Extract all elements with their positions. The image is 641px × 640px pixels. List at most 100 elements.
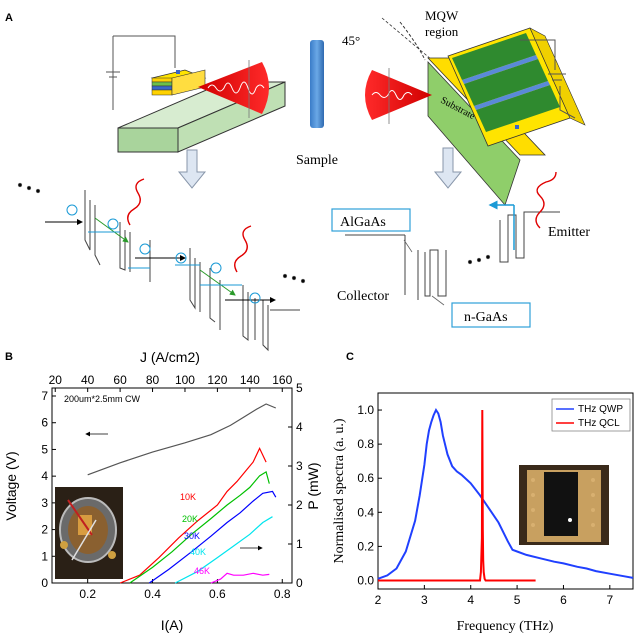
panel-b-device-label: 200um*2.5mm CW [64, 394, 141, 404]
qcl-layer-2 [151, 81, 173, 87]
qcl-layer-4 [151, 89, 173, 96]
emitted-photon-wave [234, 225, 252, 273]
x-tick-label: 2 [375, 593, 382, 607]
y-tick-label: 0.0 [357, 573, 374, 587]
qcl-layer-1 [151, 77, 173, 83]
y-right-tick-label: 2 [296, 498, 303, 512]
sample-label: Sample [296, 153, 338, 168]
y-left-tick-label: 7 [41, 389, 48, 403]
temp-label-10k: 10K [180, 492, 196, 502]
top-x-tick-label: 140 [240, 373, 260, 387]
angle-reference-line [381, 17, 433, 61]
mqw-stripe-1 [452, 33, 536, 80]
qwp-detector-illustration: 45° MQW region Substrate [342, 8, 586, 206]
y-right-tick-label: 5 [296, 381, 303, 395]
algaas-label-box [331, 208, 411, 232]
ellipsis-dot [26, 185, 32, 191]
legend-label-qwp: THz QWP [578, 404, 623, 415]
panel-b-series [87, 403, 277, 584]
mqw-barrier-2 [474, 81, 550, 110]
barrier-6 [242, 285, 256, 342]
barrier-4 [189, 248, 201, 312]
panel-c-axes: 2 3 4 5 6 7 0.0 0.2 0.4 0.6 0.8 1.0 [357, 403, 613, 607]
emitter-wells [499, 211, 560, 263]
legend-label-qcl: THz QCL [578, 418, 620, 429]
panel-b-top-axis-label: J (A/cm2) [140, 349, 200, 365]
qcl-contact [176, 70, 180, 74]
panel-c-legend: THz QWP THz QCL [551, 398, 631, 432]
panel-b-left-axis-label: Voltage (V) [3, 451, 19, 520]
panel-b-plot-frame [51, 387, 293, 584]
y-tick-label: 1.0 [357, 403, 374, 417]
series-line-thz-qwp [377, 407, 634, 580]
panel-c-letter: C [346, 351, 354, 363]
temp-label-30k: 30K [184, 531, 200, 541]
series-line-thz-qcl [378, 409, 536, 582]
y-tick-label: 0.4 [357, 505, 374, 519]
panel-c: C Normalised spectra (a. u.) Frequency (… [332, 351, 634, 634]
x-tick-label: 5 [514, 593, 521, 607]
panel-a: A Sample 45° MQW [5, 8, 590, 352]
y-left-tick-label: 5 [41, 442, 48, 456]
ellipsis-dot [467, 259, 473, 265]
panel-b-axes: 0.2 0.4 0.6 0.820 40 60 80 100 120 140 16001234567… [41, 373, 303, 601]
x-tick-label: 3 [421, 593, 428, 607]
top-x-tick-label: 80 [146, 373, 160, 387]
series-line-10k [119, 447, 267, 584]
angle-label: 45° [342, 33, 360, 48]
panel-a-letter: A [5, 12, 13, 24]
qcl-layer-3 [151, 85, 173, 91]
ellipsis-dot [17, 182, 23, 188]
top-x-tick-label: 120 [207, 373, 227, 387]
panel-c-y-label: Normalised spectra (a. u.) [332, 418, 347, 563]
panel-b-right-axis-label: P (mW) [305, 462, 321, 509]
emitter-label: Emitter [548, 225, 590, 240]
angle-arc [399, 21, 426, 61]
incident-wave [371, 90, 413, 100]
electron-relaxation-arrow [94, 217, 129, 243]
emitted-thz-beam-cone [198, 62, 269, 114]
panel-b: B J (A/cm2) Voltage (V) P (mW) I(A) 200u… [3, 349, 321, 633]
y-right-tick-label: 0 [296, 576, 303, 590]
ngaas-pointer [431, 295, 445, 306]
panel-c-plot-frame [377, 392, 634, 590]
x-tick-label: 0.6 [209, 587, 226, 601]
series-line-v-i [87, 403, 277, 476]
qwp-device-photo [519, 465, 609, 545]
electron-icon [107, 218, 119, 230]
top-x-tick-label: 40 [81, 373, 95, 387]
mount-block-front [117, 127, 179, 153]
mqw-label-line1: MQW [425, 8, 459, 23]
ellipsis-dot [300, 278, 306, 284]
emitted-wave [207, 81, 265, 95]
x-tick-label: 7 [606, 593, 613, 607]
algaas-pointer [403, 239, 413, 253]
x-tick-label: 0.4 [144, 587, 161, 601]
electron-icon [139, 243, 151, 255]
temp-label-20k: 20K [182, 514, 198, 524]
y-right-tick-label: 4 [296, 420, 303, 434]
ellipsis-dot [291, 275, 297, 281]
electron-icon [249, 292, 261, 304]
panel-b-letter: B [5, 351, 13, 363]
detector-circuit-wire [520, 39, 576, 119]
barrier-2 [119, 222, 131, 272]
ellipsis-dot [485, 254, 491, 260]
barrier-7 [262, 300, 269, 352]
down-arrow-left [177, 149, 207, 189]
sample-slab [310, 40, 324, 128]
mqw-side [529, 27, 586, 126]
collector-label: Collector [337, 289, 389, 304]
device-mount-photo [55, 487, 123, 579]
panel-b-temperature-labels: 10K 20K 30K 40K 46K [180, 492, 210, 576]
panel-c-x-label: Frequency (THz) [457, 619, 554, 634]
mqw-barrier-1 [462, 55, 538, 84]
electron-icon [175, 252, 187, 264]
electron-icon [66, 204, 78, 216]
qwp-band-diagram [331, 171, 560, 328]
x-tick-label: 0.2 [79, 587, 96, 601]
top-x-tick-label: 60 [113, 373, 127, 387]
detector-contact [515, 125, 519, 129]
y-left-tick-label: 2 [41, 523, 48, 537]
